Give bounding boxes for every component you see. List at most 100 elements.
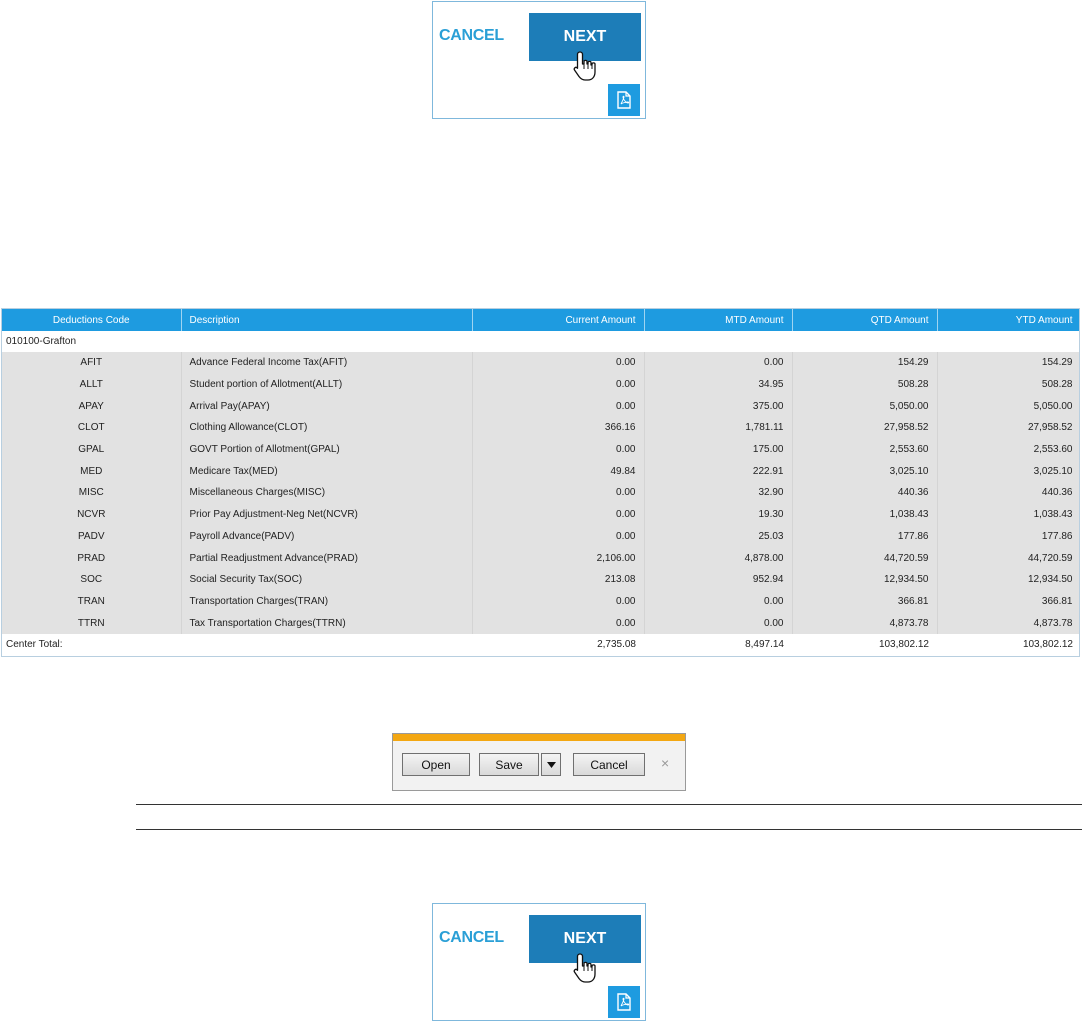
cell-mtd-amount: 1,781.11: [644, 417, 793, 439]
cell-ytd-amount: 4,873.78: [937, 612, 1079, 634]
total-label: Center Total:: [2, 633, 472, 655]
dropdown-arrow-icon: [546, 761, 556, 768]
table-row[interactable]: ALLT Student portion of Allotment(ALLT) 0.…: [2, 373, 1079, 396]
cell-ytd-amount: 2,553.60: [937, 438, 1079, 461]
cancel-link[interactable]: CANCEL: [439, 27, 504, 44]
save-button[interactable]: Save: [479, 753, 539, 776]
cell-qtd-amount: 366.81: [792, 590, 938, 613]
cell-mtd-amount: 0.00: [644, 352, 793, 374]
save-dropdown-button[interactable]: [541, 753, 561, 776]
cell-qtd-amount: 3,025.10: [792, 460, 938, 483]
deductions-table: Deductions Code Description Current Amou…: [1, 308, 1080, 657]
nav-panel-bottom: CANCEL NEXT: [432, 903, 646, 1021]
total-ytd-amount: 103,802.12: [937, 633, 1079, 655]
table-row[interactable]: TRAN Transportation Charges(TRAN) 0.00 0.00…: [2, 590, 1079, 613]
cell-description: Payroll Advance(PADV): [181, 525, 473, 548]
open-button[interactable]: Open: [402, 753, 470, 776]
cell-qtd-amount: 2,553.60: [792, 438, 938, 461]
cell-description: Medicare Tax(MED): [181, 460, 473, 483]
cell-ytd-amount: 154.29: [937, 352, 1079, 374]
header-mtd-amount[interactable]: MTD Amount: [644, 309, 793, 331]
cell-description: GOVT Portion of Allotment(GPAL): [181, 438, 473, 461]
cell-code: TTRN: [2, 612, 182, 634]
cell-code: AFIT: [2, 352, 182, 374]
header-description[interactable]: Description: [181, 309, 473, 331]
cell-ytd-amount: 27,958.52: [937, 417, 1079, 439]
cell-current-amount: 2,106.00: [472, 547, 645, 569]
table-row[interactable]: MED Medicare Tax(MED) 49.84 222.91 3,025.10 3…: [2, 460, 1079, 483]
cell-code: TRAN: [2, 590, 182, 613]
cell-code: ALLT: [2, 373, 182, 396]
cell-mtd-amount: 19.30: [644, 503, 793, 526]
table-row[interactable]: PADV Payroll Advance(PADV) 0.00 25.03 177.86…: [2, 525, 1079, 548]
cell-code: MISC: [2, 482, 182, 504]
cell-code: NCVR: [2, 503, 182, 526]
dialog-accent-strip: [393, 734, 685, 741]
header-qtd-amount[interactable]: QTD Amount: [792, 309, 938, 331]
cell-mtd-amount: 25.03: [644, 525, 793, 548]
close-icon[interactable]: ×: [661, 755, 670, 771]
cell-ytd-amount: 12,934.50: [937, 568, 1079, 591]
divider-line: [136, 829, 1082, 830]
next-button[interactable]: NEXT: [529, 13, 641, 61]
header-current-amount[interactable]: Current Amount: [472, 309, 645, 331]
header-ytd-amount[interactable]: YTD Amount: [937, 309, 1079, 331]
total-qtd-amount: 103,802.12: [792, 633, 937, 655]
cell-code: SOC: [2, 568, 182, 591]
cell-qtd-amount: 12,934.50: [792, 568, 938, 591]
cell-code: MED: [2, 460, 182, 483]
table-row[interactable]: AFIT Advance Federal Income Tax(AFIT) 0.00…: [2, 352, 1079, 374]
table-row[interactable]: GPAL GOVT Portion of Allotment(GPAL) 0.00 1…: [2, 438, 1079, 461]
total-mtd-amount: 8,497.14: [644, 633, 792, 655]
table-row[interactable]: MISC Miscellaneous Charges(MISC) 0.00 32.90…: [2, 482, 1079, 504]
table-row[interactable]: CLOT Clothing Allowance(CLOT) 366.16 1,781.…: [2, 417, 1079, 439]
cell-mtd-amount: 0.00: [644, 590, 793, 613]
table-row[interactable]: APAY Arrival Pay(APAY) 0.00 375.00 5,050.00 5…: [2, 395, 1079, 418]
cell-current-amount: 213.08: [472, 568, 645, 591]
cell-description: Tax Transportation Charges(TTRN): [181, 612, 473, 634]
pdf-icon: [617, 993, 631, 1011]
cancel-link[interactable]: CANCEL: [439, 929, 504, 946]
divider-line: [136, 804, 1082, 805]
cell-ytd-amount: 3,025.10: [937, 460, 1079, 483]
total-current-amount: 2,735.08: [472, 633, 644, 655]
cell-qtd-amount: 508.28: [792, 373, 938, 396]
cell-code: APAY: [2, 395, 182, 418]
table-row[interactable]: NCVR Prior Pay Adjustment-Neg Net(NCVR) 0.…: [2, 503, 1079, 526]
group-row: 010100-Grafton: [2, 331, 1079, 352]
cell-code: PADV: [2, 525, 182, 548]
cell-description: Clothing Allowance(CLOT): [181, 417, 473, 439]
cell-qtd-amount: 27,958.52: [792, 417, 938, 439]
next-button[interactable]: NEXT: [529, 915, 641, 963]
cell-mtd-amount: 222.91: [644, 460, 793, 483]
cell-qtd-amount: 4,873.78: [792, 612, 938, 634]
download-dialog-bar: Open Save Cancel ×: [392, 733, 686, 791]
cell-qtd-amount: 440.36: [792, 482, 938, 504]
cell-current-amount: 0.00: [472, 438, 645, 461]
cell-mtd-amount: 32.90: [644, 482, 793, 504]
cell-qtd-amount: 154.29: [792, 352, 938, 374]
table-row[interactable]: TTRN Tax Transportation Charges(TTRN) 0.00…: [2, 612, 1079, 634]
cell-code: GPAL: [2, 438, 182, 461]
cell-mtd-amount: 34.95: [644, 373, 793, 396]
pdf-button[interactable]: [608, 986, 640, 1018]
cell-ytd-amount: 508.28: [937, 373, 1079, 396]
cell-qtd-amount: 177.86: [792, 525, 938, 548]
table-row[interactable]: SOC Social Security Tax(SOC) 213.08 952.94 1…: [2, 568, 1079, 591]
cell-mtd-amount: 375.00: [644, 395, 793, 418]
cell-code: PRAD: [2, 547, 182, 569]
cell-description: Transportation Charges(TRAN): [181, 590, 473, 613]
cell-mtd-amount: 175.00: [644, 438, 793, 461]
cell-description: Social Security Tax(SOC): [181, 568, 473, 591]
dialog-cancel-button[interactable]: Cancel: [573, 753, 645, 776]
cell-current-amount: 0.00: [472, 590, 645, 613]
pdf-icon: [617, 91, 631, 109]
hand-pointer-icon: [573, 953, 596, 983]
cell-current-amount: 0.00: [472, 525, 645, 548]
nav-panel-top: CANCEL NEXT: [432, 1, 646, 119]
cell-ytd-amount: 5,050.00: [937, 395, 1079, 418]
cell-mtd-amount: 0.00: [644, 612, 793, 634]
header-deductions-code[interactable]: Deductions Code: [2, 309, 182, 331]
pdf-button[interactable]: [608, 84, 640, 116]
table-row[interactable]: PRAD Partial Readjustment Advance(PRAD) 2,…: [2, 547, 1079, 569]
